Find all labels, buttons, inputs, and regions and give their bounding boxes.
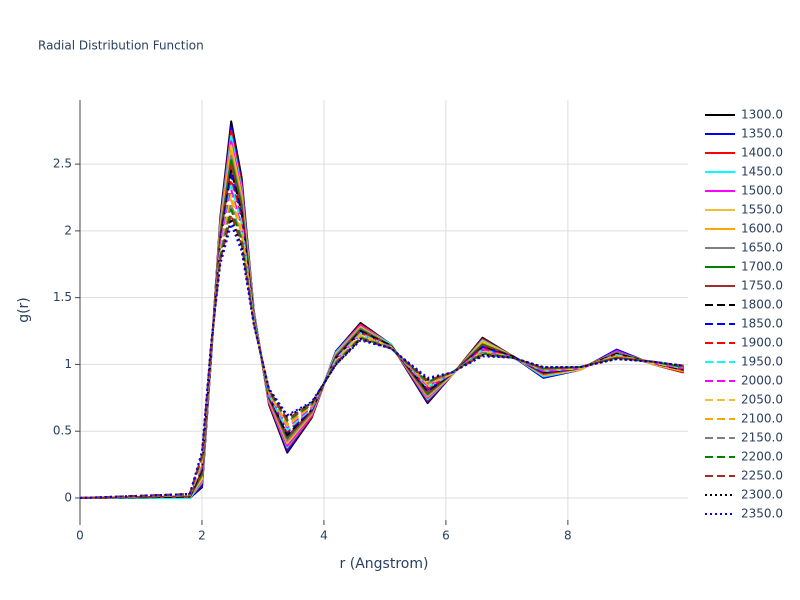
x-tick-label: 0 [76,529,84,543]
series-line [79,208,684,499]
x-tick-label: 8 [564,529,572,543]
y-tick-label: 1.5 [53,290,72,304]
x-axis-title: r (Angstrom) [340,556,429,572]
series-line [79,149,684,499]
y-tick-label: 2 [64,223,72,237]
x-tick-label: 4 [320,529,328,543]
y-axis-title: g(r) [16,297,32,323]
series-line [79,217,684,499]
series-line [80,120,684,499]
legend-label: 1350.0 [741,127,783,141]
y-tick-label: 1 [64,357,72,371]
legend-label: 2200.0 [741,450,783,464]
y-tick-label: 0.5 [53,424,72,438]
series-line [79,193,684,499]
x-tick-label: 2 [198,529,206,543]
legend-label: 1400.0 [741,146,783,160]
legend-label: 2100.0 [741,412,783,426]
legend-label: 1800.0 [741,298,783,312]
y-tick-label: 2.5 [53,157,72,171]
legend-label: 1550.0 [741,203,783,217]
x-tick-label: 6 [442,529,450,543]
legend-label: 1500.0 [741,184,783,198]
y-tick-label: 0 [64,490,72,504]
legend-label: 2150.0 [741,431,783,445]
legend-label: 2000.0 [741,374,783,388]
series-line [79,159,684,499]
series-line [79,223,684,499]
chart-title: Radial Distribution Function [38,39,204,53]
legend-label: 2050.0 [741,393,783,407]
series-line [80,135,684,499]
series-line [79,140,684,499]
legend-label: 1850.0 [741,317,783,331]
series-line [79,173,684,499]
series-line [79,213,684,499]
series-line [79,199,684,499]
legend-label: 1900.0 [741,336,783,350]
legend-label: 1650.0 [741,241,783,255]
series-line [79,203,684,499]
legend-label: 2250.0 [741,469,783,483]
legend-label: 1750.0 [741,279,783,293]
legend-label: 1600.0 [741,222,783,236]
series-line [79,155,684,499]
series-line [79,164,684,499]
series-line [79,169,684,499]
series-line [80,125,684,499]
series-line [80,129,684,499]
legend-label: 2350.0 [741,507,783,521]
legend-label: 1700.0 [741,260,783,274]
legend-label: 2300.0 [741,488,783,502]
legend-label: 1450.0 [741,165,783,179]
legend-label: 1300.0 [741,108,783,122]
legend-label: 1950.0 [741,355,783,369]
series-line [79,144,684,499]
